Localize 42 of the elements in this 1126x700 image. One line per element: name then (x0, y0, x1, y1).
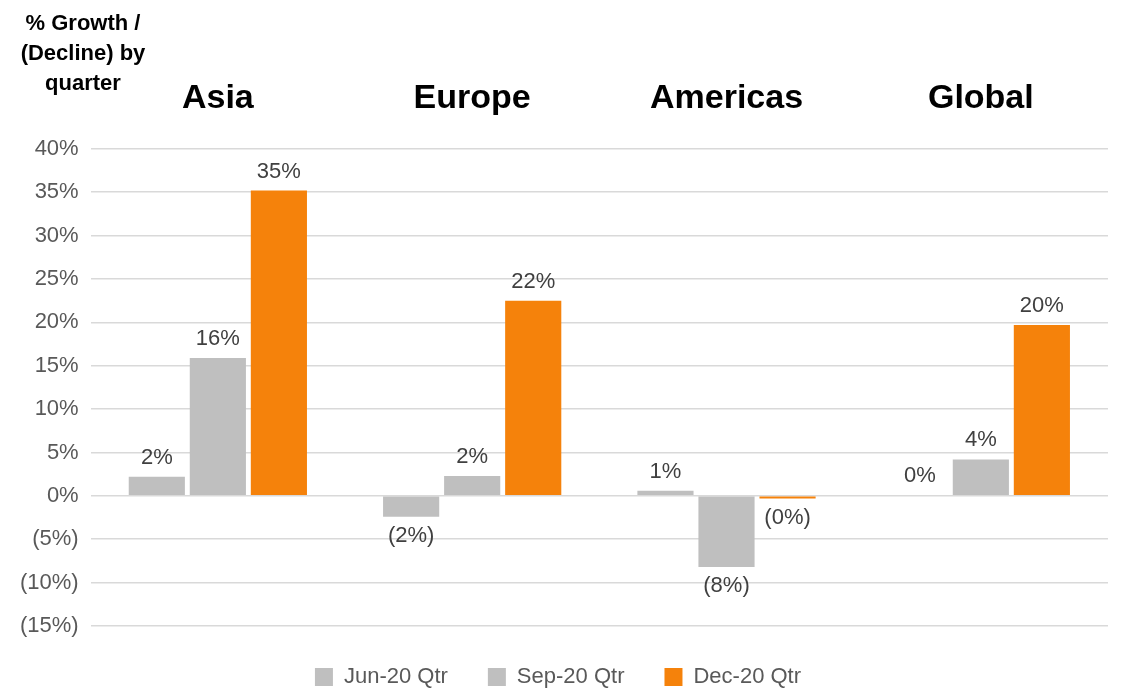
y-axis-title: % Growth / (Decline) by quarter (19, 9, 147, 97)
x-tick-label: Global (927, 76, 1034, 115)
data-label: 22% (511, 267, 556, 293)
legend-label: Sep-20 Qtr (516, 663, 625, 689)
bar (952, 459, 1009, 496)
y-tick-label: 0% (46, 481, 79, 507)
y-tick-label: 20% (34, 308, 79, 334)
bar (444, 475, 501, 496)
data-label: 16% (195, 324, 240, 350)
bar (189, 357, 246, 496)
legend-label: Dec-20 Qtr (693, 663, 802, 689)
data-label: 2% (456, 442, 489, 468)
x-tick-label: Americas (649, 76, 804, 115)
y-tick-label: 40% (34, 134, 79, 160)
y-tick-label: 10% (34, 395, 79, 421)
y-tick-label: 30% (34, 221, 79, 247)
data-label: 2% (140, 443, 173, 469)
bar (698, 496, 755, 567)
y-tick-label: (5%) (32, 525, 79, 551)
data-label: (0%) (764, 503, 811, 529)
bar (128, 476, 185, 496)
data-label: 0% (903, 462, 936, 488)
y-tick-label: (15%) (20, 612, 79, 638)
bar (505, 300, 562, 496)
legend-label: Jun-20 Qtr (343, 663, 448, 689)
y-tick-label: 35% (34, 178, 79, 204)
data-label: 20% (1019, 291, 1064, 317)
data-label: (2%) (387, 521, 435, 547)
bar (383, 496, 440, 517)
y-tick-label: 15% (34, 351, 79, 377)
x-tick-label: Europe (413, 76, 531, 115)
bar (250, 190, 307, 496)
data-label: 4% (964, 426, 997, 452)
bar (1013, 324, 1070, 496)
data-label: 1% (649, 457, 682, 483)
bar (637, 490, 694, 496)
data-label: 35% (256, 157, 301, 183)
y-tick-label: (10%) (20, 568, 79, 594)
data-label: (8%) (703, 572, 750, 598)
y-tick-label: 25% (34, 265, 79, 291)
y-tick-label: 5% (46, 438, 79, 464)
x-tick-label: Asia (181, 76, 255, 115)
